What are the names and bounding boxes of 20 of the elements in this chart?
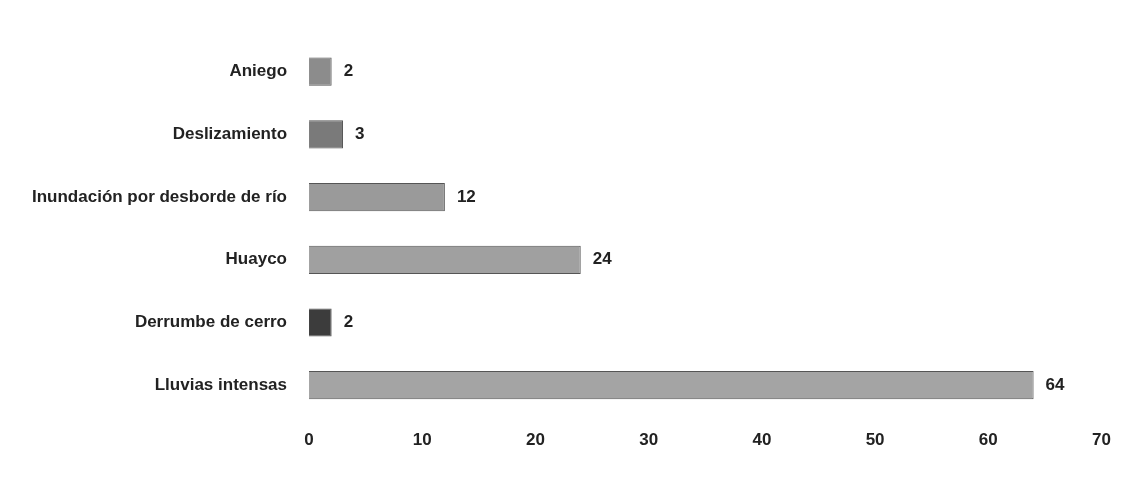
x-tick-label: 30 [639, 430, 659, 450]
y-tick-label: Deslizamiento [172, 123, 288, 143]
data-label: 12 [456, 186, 476, 206]
data-label: 24 [592, 249, 613, 269]
y-tick-label: Lluvias intensas [154, 374, 288, 394]
x-tick-label: 0 [304, 430, 314, 450]
y-tick-label: Derrumbe de cerro [134, 312, 288, 332]
data-label: 3 [354, 123, 365, 143]
x-tick-label: 20 [525, 430, 545, 450]
x-tick-label: 50 [865, 430, 885, 450]
data-label: 2 [343, 312, 354, 332]
x-tick-label: 40 [752, 430, 772, 450]
data-label: 2 [343, 61, 354, 81]
y-tick-label: Huayco [225, 249, 288, 269]
data-label: 64 [1045, 374, 1066, 394]
y-tick-label: Inundación por desborde de río [31, 186, 288, 206]
x-tick-label: 10 [412, 430, 432, 450]
y-tick-label: Aniego [229, 61, 288, 81]
x-tick-label: 70 [1092, 430, 1112, 450]
x-tick-label: 60 [978, 430, 998, 450]
